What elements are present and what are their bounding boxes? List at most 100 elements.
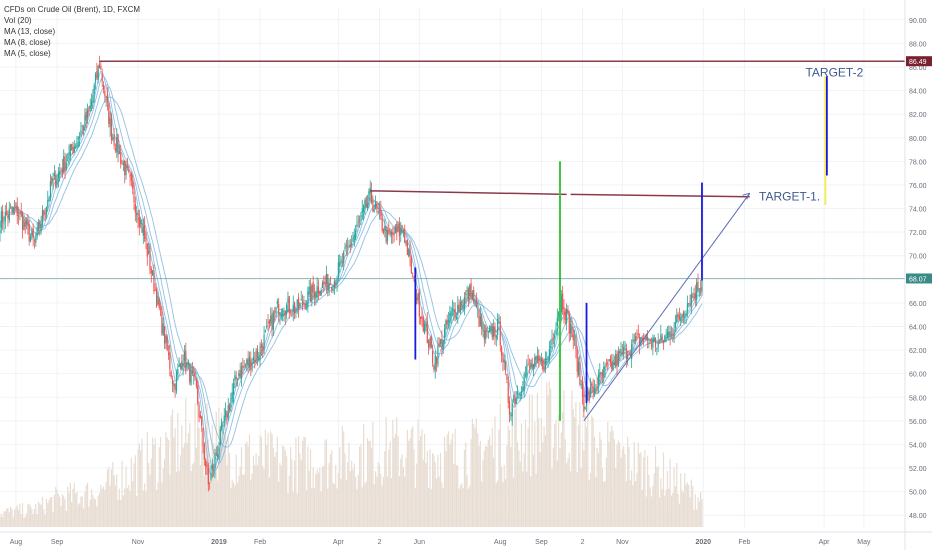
volume-bar [226, 465, 228, 527]
volume-bar [653, 473, 655, 527]
volume-bar [177, 413, 179, 527]
candle-body [251, 362, 253, 367]
candle-body [8, 208, 10, 221]
candle-body [568, 312, 570, 334]
candle-body [267, 322, 269, 324]
price-label-text: 86.49 [909, 59, 927, 66]
volume-bar [45, 498, 48, 527]
legend-symbol[interactable]: CFDs on Crude Oil (Brent), 1D, FXCM [4, 5, 141, 14]
volume-bar [437, 454, 439, 527]
candle-body [412, 273, 414, 275]
volume-bar [17, 509, 20, 527]
candle-body [79, 136, 81, 138]
candle-body [284, 311, 286, 316]
candle-body [475, 299, 477, 307]
candle-body [153, 270, 155, 292]
candle-body [608, 359, 610, 362]
candle-body [141, 222, 143, 233]
candle-body [109, 118, 111, 128]
candle-body [246, 359, 248, 365]
volume-bar [697, 497, 699, 527]
volume-bar [613, 439, 615, 527]
candle-body [80, 130, 82, 136]
candle-body [597, 374, 600, 386]
candle-body [453, 309, 455, 312]
volume-bar [146, 432, 148, 527]
y-tick-label: 80.00 [909, 136, 927, 143]
volume-bar [498, 429, 500, 527]
volume-bar [360, 444, 362, 527]
volume-bar [368, 440, 370, 527]
candle-body [396, 224, 398, 232]
volume-bar [584, 416, 586, 527]
chart-legend: CFDs on Crude Oil (Brent), 1D, FXCM Vol … [4, 4, 140, 59]
candle-body [85, 111, 87, 121]
volume-bar [661, 489, 663, 527]
volume-bar [644, 449, 646, 527]
candle-body [116, 137, 118, 153]
volume-bar [175, 471, 178, 527]
volume-bar [463, 449, 466, 527]
candle-body [4, 212, 6, 222]
candle-body [680, 317, 682, 322]
volume-bar [482, 459, 484, 527]
volume-bar [303, 437, 305, 527]
legend-volume[interactable]: Vol (20) [4, 16, 32, 25]
candle-body [283, 314, 285, 316]
legend-ma5[interactable]: MA (5, close) [4, 49, 51, 58]
volume-bar [185, 398, 187, 527]
volume-bar [51, 496, 53, 527]
candle-body [539, 357, 541, 363]
volume-bar [59, 496, 61, 527]
candle-body [662, 340, 665, 343]
legend-ma8[interactable]: MA (8, close) [4, 38, 51, 47]
candle-body [13, 206, 16, 208]
volume-bar [431, 452, 434, 527]
candle-body [65, 162, 67, 170]
volume-bar [540, 417, 543, 527]
candle-body [98, 64, 101, 69]
candle-body [93, 85, 95, 95]
volume-bar [55, 486, 57, 527]
candle-body [370, 191, 373, 203]
volume-bar [2, 516, 4, 527]
candle-body [438, 343, 440, 346]
candle-body [516, 391, 519, 395]
candle-body [332, 289, 334, 291]
volume-bar [689, 497, 691, 527]
volume-bar [670, 495, 673, 527]
candle-body [364, 200, 366, 209]
drawings: TARGET-1. TARGET-2 [0, 60, 905, 422]
candle-body [398, 223, 401, 237]
candle-body [676, 314, 678, 323]
candle-body [617, 351, 619, 366]
candle-body [250, 359, 252, 370]
volume-bar [393, 437, 395, 527]
volume-bar [457, 465, 459, 527]
candle-body [653, 337, 655, 342]
volume-bar [48, 500, 50, 527]
candle-body [650, 344, 653, 347]
candle-body [640, 337, 642, 347]
volume-bar [642, 457, 645, 527]
volume-bar [144, 483, 146, 527]
volume-bar [40, 504, 42, 527]
candle-body [118, 151, 121, 155]
legend-ma13[interactable]: MA (13, close) [4, 27, 56, 36]
x-tick-label: Feb [738, 539, 750, 546]
candle-body [572, 334, 574, 341]
candle-body [401, 225, 403, 232]
volume-bar [325, 439, 328, 527]
volume-bar [122, 495, 125, 527]
volume-bar [426, 450, 428, 527]
candle-body [96, 70, 98, 79]
volume-bar [102, 486, 105, 527]
volume-bar [442, 488, 444, 527]
volume-bar [621, 449, 623, 527]
volume-bar [23, 517, 25, 527]
candle-body [157, 295, 159, 305]
candle-body [573, 338, 576, 340]
candle-body [81, 125, 83, 127]
x-tick-label: Nov [616, 539, 629, 546]
candle-body [424, 323, 426, 334]
